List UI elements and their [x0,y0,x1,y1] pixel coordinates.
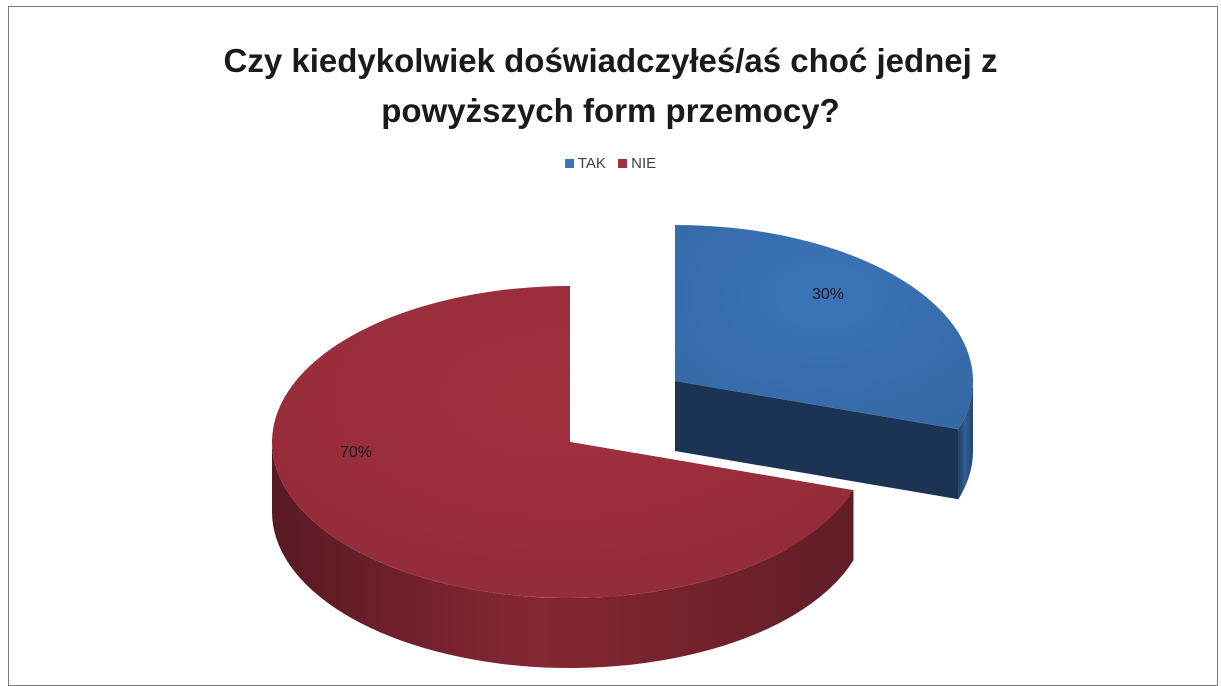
pie-slice-tak [675,225,974,500]
data-label-tak: 30% [812,286,844,303]
legend-label-tak: TAK [577,155,606,172]
chart-title-line-1: Czy kiedykolwiek doświadczyłeś/aś choć j… [223,42,998,79]
pie-slice-nie [272,286,854,668]
pie-slice-tak-top [675,225,974,430]
legend: TAK NIE [0,155,1221,172]
pie-layer: 30% 70% [272,225,974,668]
legend-item-nie: NIE [618,155,656,172]
pie-slice-nie-top [272,286,854,598]
legend-swatch-tak [564,159,574,168]
pie-slice-tak-rim [958,381,973,500]
legend-label-nie: NIE [631,155,657,172]
legend-item-tak: TAK [564,155,606,172]
legend-swatch-nie [618,159,628,168]
chart-title: Czy kiedykolwiek doświadczyłeś/aś choć j… [0,36,1221,136]
pie-slice-nie-rim [272,442,854,668]
chart-title-line-2: powyższych form przemocy? [381,92,840,129]
data-label-nie: 70% [340,444,372,461]
pie-slice-tak-cut-face-2 [675,381,959,500]
